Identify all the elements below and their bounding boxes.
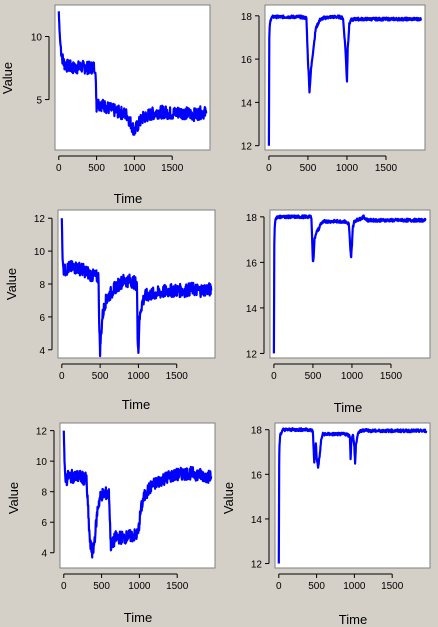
x-axis-label: Time	[114, 191, 142, 206]
x-axis-label: Time	[334, 400, 362, 415]
x-tick-label: 1000	[336, 163, 359, 174]
y-tick-label: 5	[36, 96, 42, 107]
chart-panel-4: 0 500 1000 1500 12 14 16 18 Time	[246, 209, 431, 415]
x-tick-label: 1000	[343, 581, 366, 592]
y-axis-label: Value	[0, 62, 15, 94]
y-tick-label: 14	[241, 98, 253, 109]
chart-panel-5: 0 500 1000 1500 4 6 8 10 12 Time Value	[6, 422, 216, 625]
plot-area	[59, 422, 216, 569]
y-tick-label: 12	[246, 349, 258, 360]
y-tick-label: 4	[39, 346, 45, 357]
x-tick-label: 500	[300, 163, 317, 174]
y-tick-label: 4	[41, 549, 47, 560]
x-tick-label: 1500	[380, 371, 403, 382]
chart-panel-3: 0 500 1000 1500 4 6 8 10 12 Time Value	[4, 209, 216, 412]
y-tick-label: 10	[36, 457, 48, 468]
y-tick-label: 18	[246, 213, 258, 224]
x-tick-label: 500	[88, 163, 105, 174]
x-tick-label: 1000	[341, 371, 364, 382]
x-tick-label: 500	[93, 581, 110, 592]
y-axis-label: Value	[6, 482, 21, 514]
y-axis-label: Value	[221, 482, 236, 514]
x-tick-label: 0	[271, 371, 277, 382]
y-tick-label: 16	[241, 55, 253, 66]
x-tick-label: 1000	[128, 581, 151, 592]
y-tick-label: 18	[251, 426, 263, 437]
chart-panel-2: 0 500 1000 1500 12 14 16 18	[241, 4, 426, 174]
x-tick-label: 0	[56, 163, 62, 174]
y-axis-label: Value	[4, 268, 19, 300]
series-line-1	[277, 427, 428, 564]
x-tick-label: 1500	[166, 371, 189, 382]
series-line-1	[57, 11, 208, 136]
x-tick-label: 0	[59, 371, 65, 382]
x-tick-label: 500	[92, 371, 109, 382]
series-line-1	[272, 214, 427, 354]
y-tick-label: 12	[36, 427, 48, 438]
y-tick-label: 16	[246, 258, 258, 269]
y-tick-label: 12	[34, 214, 46, 225]
x-tick-label: 0	[276, 581, 282, 592]
x-tick-label: 500	[308, 581, 325, 592]
y-tick-label: 10	[31, 33, 43, 44]
plot-area	[264, 4, 426, 151]
x-tick-label: 0	[266, 163, 272, 174]
x-tick-label: 1500	[161, 163, 184, 174]
x-tick-label: 1000	[127, 371, 150, 382]
x-axis-label: Time	[339, 612, 367, 627]
plot-area	[274, 422, 431, 569]
x-tick-label: 1500	[375, 163, 398, 174]
y-tick-label: 14	[251, 515, 263, 526]
y-tick-label: 8	[41, 488, 47, 499]
y-tick-label: 16	[251, 470, 263, 481]
x-axis-label: Time	[124, 610, 152, 625]
x-tick-label: 1500	[381, 581, 404, 592]
chart-panel-1: 0 500 1000 1500 5 10 Time Value	[0, 4, 211, 206]
x-tick-label: 1000	[123, 163, 146, 174]
x-tick-label: 1500	[166, 581, 189, 592]
y-tick-label: 10	[34, 247, 46, 258]
y-tick-label: 12	[251, 560, 263, 571]
y-tick-label: 8	[39, 280, 45, 291]
series-line-1	[60, 218, 213, 358]
series-line-1	[62, 430, 213, 559]
y-tick-label: 18	[241, 12, 253, 23]
chart-panel-6: 0 500 1000 1500 12 14 16 18 Time Value	[221, 422, 431, 627]
series-line-1	[267, 14, 423, 146]
y-tick-label: 14	[246, 304, 258, 315]
x-axis-label: Time	[122, 397, 150, 412]
x-tick-label: 500	[305, 371, 322, 382]
y-tick-label: 12	[241, 142, 253, 153]
x-tick-label: 0	[61, 581, 67, 592]
y-tick-label: 6	[41, 518, 47, 529]
y-tick-label: 6	[39, 313, 45, 324]
